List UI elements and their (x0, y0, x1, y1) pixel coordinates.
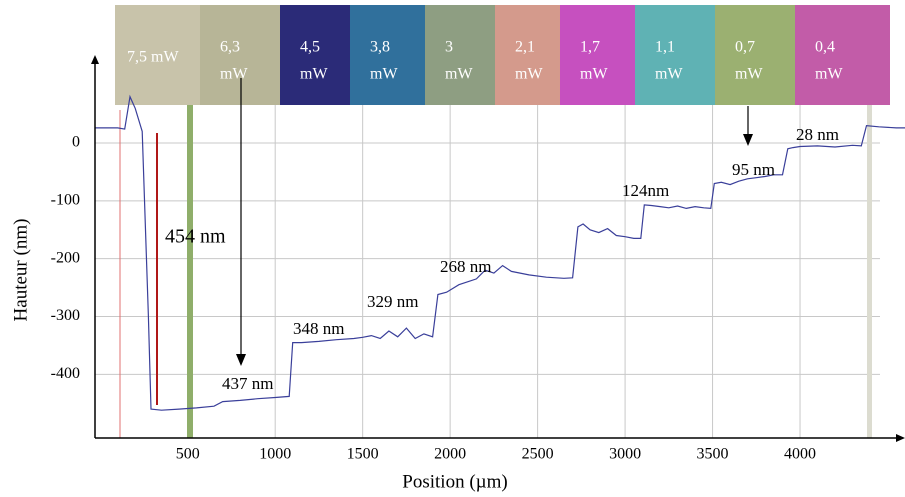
x-tick-label: 3000 (609, 446, 641, 463)
marker-band (867, 100, 872, 438)
strip-label: mW (445, 66, 473, 83)
arrow-head (743, 134, 753, 146)
annotation: 437 nm (222, 374, 273, 393)
y-tick-label: 0 (72, 134, 80, 151)
plot (95, 94, 905, 411)
y-tick-label: -400 (51, 365, 80, 382)
strip-label: mW (655, 66, 683, 83)
strip-segment (280, 5, 350, 105)
strip-label: mW (815, 66, 843, 83)
x-tick-label: 2500 (522, 446, 554, 463)
strip-segment (495, 5, 560, 105)
y-axis-arrow (91, 55, 99, 64)
strip-segment (560, 5, 635, 105)
annotation: 124nm (622, 181, 669, 200)
profile-line (95, 94, 905, 411)
annotation: 268 nm (440, 257, 491, 276)
strip-segment (425, 5, 495, 105)
x-axis-arrow (896, 434, 905, 442)
strip-label: mW (580, 66, 608, 83)
x-tick-label: 1500 (347, 446, 379, 463)
strip-label: mW (515, 66, 543, 83)
strip-label: 2,1 (515, 39, 535, 56)
strip-label: mW (370, 66, 398, 83)
y-tick-label: -300 (51, 307, 80, 324)
strip-label: 6,3 (220, 39, 240, 56)
strip-label: 3 (445, 39, 453, 56)
grid (95, 100, 880, 438)
strip-segment (200, 5, 280, 105)
arrow-head (236, 354, 246, 366)
strip-label: mW (300, 66, 328, 83)
x-tick-label: 1000 (259, 446, 291, 463)
annotation: 28 nm (796, 125, 839, 144)
x-tick-label: 3500 (697, 446, 729, 463)
marker-band (187, 100, 193, 438)
annotation: 454 nm (165, 226, 226, 248)
color-strip: 7,5 mW 6,3 mW 4,5 mW 3,8 mW 3 mW 2,1 mW 1,7 mW 1,1 mW 0… (115, 5, 890, 105)
strip-label: 0,4 (815, 39, 835, 56)
strip-segment (795, 5, 890, 105)
strip-label: 1,7 (580, 39, 600, 56)
x-tick-label: 500 (176, 446, 200, 463)
strip-segment (715, 5, 795, 105)
x-tick-label: 2000 (434, 446, 466, 463)
annotation: 348 nm (293, 319, 344, 338)
x-axis-label: Position (µm) (402, 471, 507, 492)
annotation: 329 nm (367, 292, 418, 311)
strip-segment (115, 5, 200, 105)
y-axis-label: Hauteur (nm) (10, 219, 31, 322)
strip-label: 4,5 (300, 39, 320, 56)
strip-label: 7,5 mW (127, 49, 179, 66)
strip-segment (635, 5, 715, 105)
strip-segment (350, 5, 425, 105)
x-tick-label: 4000 (784, 446, 816, 463)
strip-label: 1,1 (655, 39, 675, 56)
strip-label: 3,8 (370, 39, 390, 56)
strip-label: 0,7 (735, 39, 755, 56)
y-tick-label: -100 (51, 192, 80, 209)
annotation: 95 nm (732, 160, 775, 179)
y-tick-label: -200 (51, 249, 80, 266)
strip-label: mW (735, 66, 763, 83)
strip-label: mW (220, 66, 248, 83)
